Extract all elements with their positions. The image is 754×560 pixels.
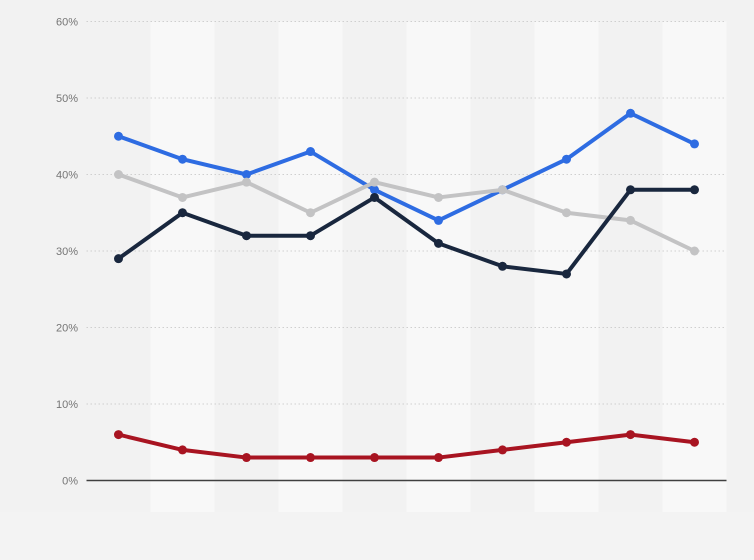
series-dark-red-point-9 [626, 430, 635, 440]
series-dark-red-point-2 [178, 445, 187, 455]
series-dark-red-point-3 [242, 453, 251, 463]
series-dark-navy-line [116, 187, 697, 276]
y-tick-label: 20% [56, 323, 78, 335]
column-band [406, 21, 471, 512]
series-dark-red-point-10 [690, 437, 699, 447]
series-gray-point-10 [690, 246, 699, 256]
series-gray-point-5 [370, 177, 379, 187]
column-band [662, 21, 727, 512]
series-gray-point-8 [562, 208, 571, 218]
y-tick-label: 50% [56, 93, 78, 105]
series-blue-point-5 [370, 185, 379, 195]
column-band [534, 21, 599, 512]
series-dark-navy-point-9 [626, 185, 635, 195]
series-dark-navy-point-1 [114, 254, 123, 264]
series-dark-red-point-4 [306, 453, 315, 463]
series-dark-navy-point-10 [690, 185, 699, 195]
column-band [278, 21, 343, 512]
series-gray-point-2 [178, 192, 187, 202]
series-gray-point-6 [434, 192, 443, 202]
series-dark-navy-point-4 [306, 231, 315, 241]
series-dark-red-point-7 [498, 445, 507, 455]
series-dark-navy-point-7 [498, 261, 507, 271]
series-blue-point-10 [690, 139, 699, 149]
series-gray-line [116, 172, 697, 253]
series-dark-navy-point-3 [242, 231, 251, 241]
series-dark-red-line [116, 432, 697, 460]
series-gray-point-3 [242, 177, 251, 187]
y-tick-label: 10% [56, 399, 78, 411]
series-gray-point-9 [626, 215, 635, 225]
series-dark-red-point-8 [562, 437, 571, 447]
series-dark-navy-point-8 [562, 269, 571, 279]
y-tick-label: 60% [56, 17, 78, 29]
series-blue-point-9 [626, 108, 635, 118]
series-gray-point-7 [498, 185, 507, 195]
series-dark-navy-point-5 [370, 192, 379, 202]
footer-strip [0, 512, 754, 560]
y-tick-label: 30% [56, 246, 78, 258]
series-blue-point-1 [114, 131, 123, 141]
series-dark-red-point-5 [370, 453, 379, 463]
series-dark-navy-point-2 [178, 208, 187, 218]
series-dark-red-point-6 [434, 453, 443, 463]
series-gray-point-1 [114, 170, 123, 179]
y-tick-label: 40% [56, 170, 78, 182]
series-blue-point-6 [434, 215, 443, 225]
series-blue-point-3 [242, 170, 251, 179]
series-dark-navy-point-6 [434, 238, 443, 248]
series-dark-red-point-1 [114, 430, 123, 440]
column-band [150, 21, 215, 512]
series-blue-point-8 [562, 154, 571, 164]
series-blue-point-4 [306, 147, 315, 157]
series-blue-line [116, 111, 697, 223]
series-gray-point-4 [306, 208, 315, 218]
y-tick-label: 0% [62, 476, 78, 488]
series-blue-point-2 [178, 154, 187, 164]
